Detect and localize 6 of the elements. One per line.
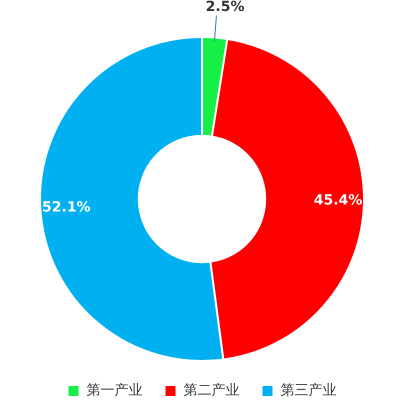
data-label: 52.1% — [42, 200, 91, 216]
data-label: 45.4% — [314, 192, 362, 208]
legend-label: 第三产业 — [280, 382, 336, 399]
legend-label: 第二产业 — [184, 382, 240, 399]
data-label: 2.5% — [206, 0, 244, 16]
legend-label: 第一产业 — [86, 382, 142, 399]
